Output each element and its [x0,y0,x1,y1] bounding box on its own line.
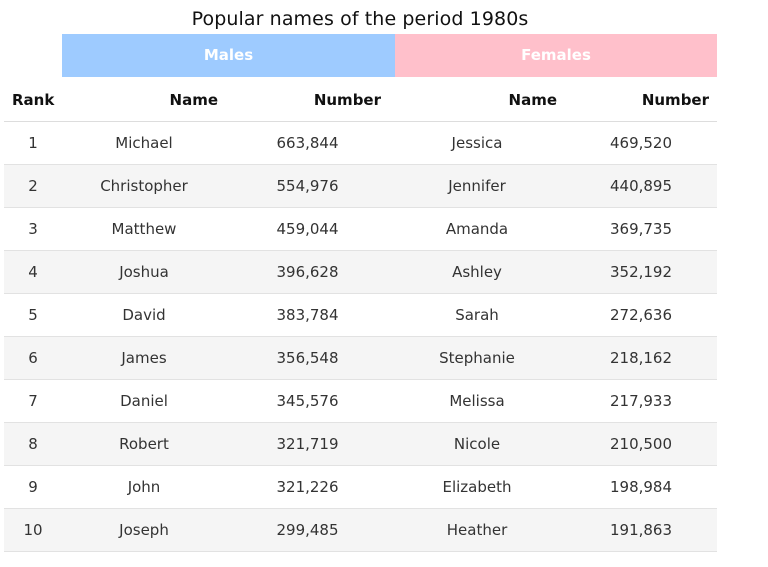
male-name-cell: Michael [62,121,226,165]
male-number-cell: 396,628 [226,250,389,294]
female-name-cell: Sarah [389,293,565,337]
table-row: 2 Christopher 554,976 Jennifer 440,895 [4,164,717,208]
popular-names-table: Rank Name Number Name Number 1 Michael 6… [4,78,717,552]
female-number-cell: 210,500 [565,422,717,466]
rank-cell: 9 [4,465,62,509]
male-name-cell: Christopher [62,164,226,208]
male-number-cell: 299,485 [226,508,389,552]
rank-cell: 10 [4,508,62,552]
female-name-column-header: Name [389,78,565,122]
female-number-cell: 272,636 [565,293,717,337]
table-row: 9 John 321,226 Elizabeth 198,984 [4,465,717,509]
male-name-column-header: Name [62,78,226,122]
female-name-cell: Heather [389,508,565,552]
rank-cell: 4 [4,250,62,294]
female-name-cell: Elizabeth [389,465,565,509]
male-number-cell: 356,548 [226,336,389,380]
female-number-cell: 369,735 [565,207,717,251]
male-name-cell: Matthew [62,207,226,251]
table-row: 10 Joseph 299,485 Heather 191,863 [4,508,717,552]
male-number-cell: 459,044 [226,207,389,251]
female-name-cell: Stephanie [389,336,565,380]
female-number-cell: 217,933 [565,379,717,423]
table-row: 3 Matthew 459,044 Amanda 369,735 [4,207,717,251]
female-name-cell: Ashley [389,250,565,294]
rank-cell: 1 [4,121,62,165]
male-number-cell: 321,719 [226,422,389,466]
table-row: 4 Joshua 396,628 Ashley 352,192 [4,250,717,294]
male-number-cell: 554,976 [226,164,389,208]
female-number-cell: 352,192 [565,250,717,294]
female-name-cell: Jennifer [389,164,565,208]
female-number-cell: 440,895 [565,164,717,208]
table-row: 1 Michael 663,844 Jessica 469,520 [4,121,717,165]
male-number-cell: 663,844 [226,121,389,165]
table-row: 8 Robert 321,719 Nicole 210,500 [4,422,717,466]
male-name-cell: Joseph [62,508,226,552]
table-row: 6 James 356,548 Stephanie 218,162 [4,336,717,380]
rank-cell: 6 [4,336,62,380]
column-header-row: Rank Name Number Name Number [4,78,717,122]
female-name-cell: Nicole [389,422,565,466]
table-row: 7 Daniel 345,576 Melissa 217,933 [4,379,717,423]
male-number-cell: 321,226 [226,465,389,509]
male-name-cell: Joshua [62,250,226,294]
females-group-header: Females [395,34,717,77]
male-name-cell: Robert [62,422,226,466]
male-number-column-header: Number [226,78,389,122]
male-name-cell: David [62,293,226,337]
female-name-cell: Melissa [389,379,565,423]
rank-cell: 7 [4,379,62,423]
female-number-cell: 218,162 [565,336,717,380]
rank-cell: 5 [4,293,62,337]
female-number-column-header: Number [565,78,717,122]
rank-cell: 2 [4,164,62,208]
rank-cell: 8 [4,422,62,466]
rank-cell: 3 [4,207,62,251]
female-number-cell: 198,984 [565,465,717,509]
male-name-cell: James [62,336,226,380]
male-name-cell: Daniel [62,379,226,423]
rank-column-header: Rank [4,78,62,122]
female-number-cell: 469,520 [565,121,717,165]
male-name-cell: John [62,465,226,509]
table-row: 5 David 383,784 Sarah 272,636 [4,293,717,337]
males-group-header: Males [62,34,395,77]
female-name-cell: Amanda [389,207,565,251]
female-number-cell: 191,863 [565,508,717,552]
page-title: Popular names of the period 1980s [191,8,529,30]
female-name-cell: Jessica [389,121,565,165]
male-number-cell: 345,576 [226,379,389,423]
male-number-cell: 383,784 [226,293,389,337]
